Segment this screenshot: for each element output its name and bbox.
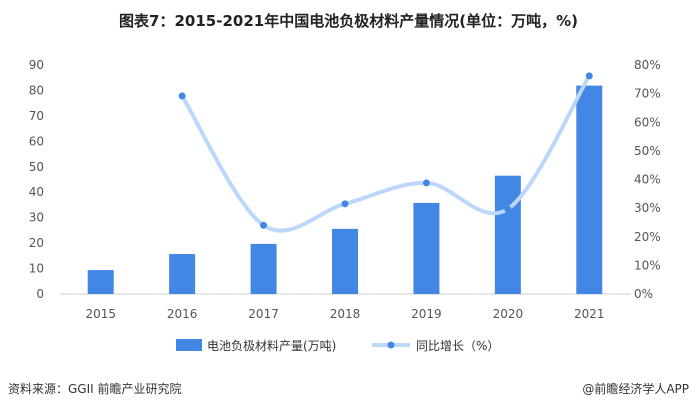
y-left-tick: 60	[29, 134, 44, 148]
y-left-tick: 30	[29, 211, 44, 225]
bar	[332, 228, 358, 294]
legend-bar-swatch	[176, 339, 202, 351]
chart-title: 图表7：2015-2021年中国电池负极材料产量情况(单位：万吨，%)	[119, 12, 578, 30]
x-tick: 2017	[248, 307, 279, 321]
x-tick: 2016	[167, 307, 198, 321]
y-right-tick: 10%	[634, 258, 661, 272]
growth-point	[341, 200, 349, 208]
bar	[576, 85, 603, 294]
y-left-tick: 70	[29, 109, 44, 123]
y-right-tick: 0%	[634, 287, 653, 301]
growth-point	[585, 72, 593, 80]
y-left-tick: 0	[36, 287, 44, 301]
bar	[169, 254, 196, 294]
x-tick: 2015	[85, 307, 116, 321]
x-tick: 2020	[493, 307, 524, 321]
bar	[87, 270, 114, 294]
growth-point	[504, 205, 512, 213]
y-right-tick: 40%	[634, 173, 661, 187]
growth-point	[260, 221, 268, 229]
y-left-tick: 40	[29, 185, 44, 199]
y-left-tick: 80	[29, 83, 44, 97]
x-tick: 2018	[330, 307, 361, 321]
x-tick: 2019	[411, 307, 442, 321]
y-right-tick: 20%	[634, 230, 661, 244]
brand-note: @前瞻经济学人APP	[582, 382, 689, 396]
bar	[250, 243, 277, 294]
y-right-tick: 70%	[634, 87, 661, 101]
y-right-tick: 30%	[634, 201, 661, 215]
y-left-tick: 90	[29, 58, 44, 72]
legend-bar-label: 电池负极材料产量(万吨)	[207, 339, 336, 353]
legend-line-label: 同比增长（%）	[416, 339, 499, 353]
x-tick: 2021	[574, 307, 605, 321]
y-left-tick: 10	[29, 262, 44, 276]
bar	[413, 202, 440, 294]
legend-line-marker	[387, 341, 395, 349]
y-right-tick: 80%	[634, 58, 661, 72]
bar	[494, 175, 521, 294]
y-right-tick: 60%	[634, 115, 661, 129]
growth-point	[422, 179, 430, 187]
y-left-tick: 20	[29, 236, 44, 250]
y-right-tick: 50%	[634, 144, 661, 158]
growth-point	[178, 92, 186, 100]
source-note: 资料来源：GGII 前瞻产业研究院	[8, 382, 182, 396]
growth-line	[180, 74, 591, 233]
y-left-tick: 50	[29, 160, 44, 174]
